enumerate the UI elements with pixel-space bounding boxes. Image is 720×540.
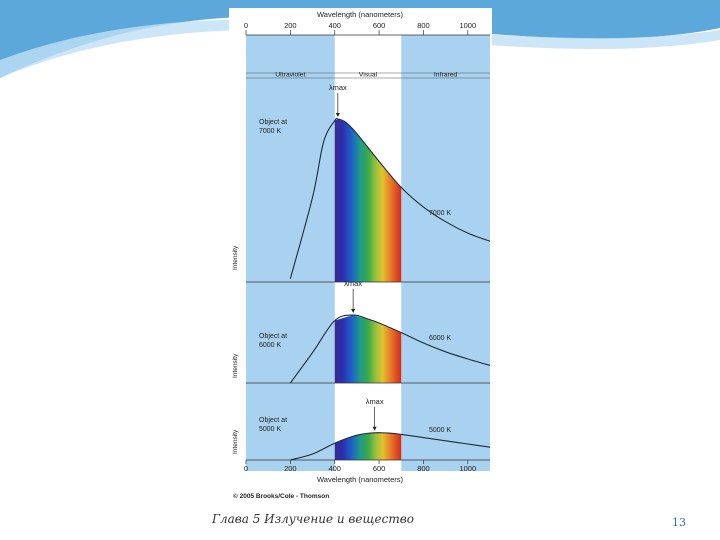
blackbody-curve <box>289 117 491 279</box>
blackbody-curve <box>289 314 491 384</box>
y-axis-label: Intensity <box>232 245 239 270</box>
copyright-text: © 2005 Brooks/Cole - Thomson <box>233 492 329 500</box>
region-label: Infrared <box>434 72 458 79</box>
curve-temp-label: 7000 K <box>429 210 452 217</box>
visible-spectrum-fill <box>334 315 402 383</box>
top-tick-label: 1000 <box>459 21 476 30</box>
lambda-max-arrowhead <box>335 113 340 117</box>
region-label: Ultraviolet <box>275 72 305 79</box>
bottom-tick-label: 800 <box>417 464 430 473</box>
lambda-max-label: λmax <box>366 397 384 406</box>
blackbody-chart: Wavelength (nanometers) 0 200 400 600 800 1000… <box>232 10 491 500</box>
bottom-tick-label: 600 <box>373 464 386 473</box>
bottom-tick-label: 200 <box>284 464 297 473</box>
object-label: 5000 K <box>259 426 282 433</box>
object-label: Object at <box>259 119 287 126</box>
top-axis-title: Wavelength (nanometers) <box>317 10 404 19</box>
object-label: Object at <box>259 417 287 424</box>
lambda-max-label: λmax <box>344 279 362 288</box>
ultraviolet-band <box>246 35 335 471</box>
bottom-tick-label: 0 <box>244 464 248 473</box>
curve-temp-label: 6000 K <box>429 335 452 342</box>
spectrum-figure: Wavelength (nanometers) 0 200 400 600 800 1000… <box>229 8 492 505</box>
lambda-max-arrowhead <box>351 309 356 313</box>
top-tick-label: 200 <box>284 21 297 30</box>
page-number: 13 <box>672 516 686 529</box>
bottom-tick-label: 1000 <box>459 464 476 473</box>
visible-spectrum-fill <box>334 432 402 460</box>
blackbody-curve <box>290 432 491 461</box>
object-label: 6000 K <box>259 342 282 349</box>
lambda-max-label: λmax <box>329 83 347 92</box>
top-tick-label: 400 <box>328 21 341 30</box>
top-tick-label: 600 <box>373 21 386 30</box>
infrared-band <box>401 35 490 471</box>
top-tick-label: 800 <box>417 21 430 30</box>
top-tick-label: 0 <box>244 21 248 30</box>
bottom-tick-label: 400 <box>328 464 341 473</box>
y-axis-label: Intensity <box>232 429 239 454</box>
curve-temp-label: 5000 K <box>429 427 452 434</box>
bottom-axis-title: Wavelength (nanometers) <box>317 475 404 484</box>
object-label: Object at <box>259 333 287 340</box>
lambda-max-arrowhead <box>372 426 377 431</box>
slide-footer-text: Глава 5 Излучение и вещество <box>212 512 414 526</box>
region-label: Visual <box>359 72 378 79</box>
y-axis-label: Intensity <box>232 353 239 378</box>
object-label: 7000 K <box>259 128 282 135</box>
visible-spectrum-fill <box>334 119 402 282</box>
